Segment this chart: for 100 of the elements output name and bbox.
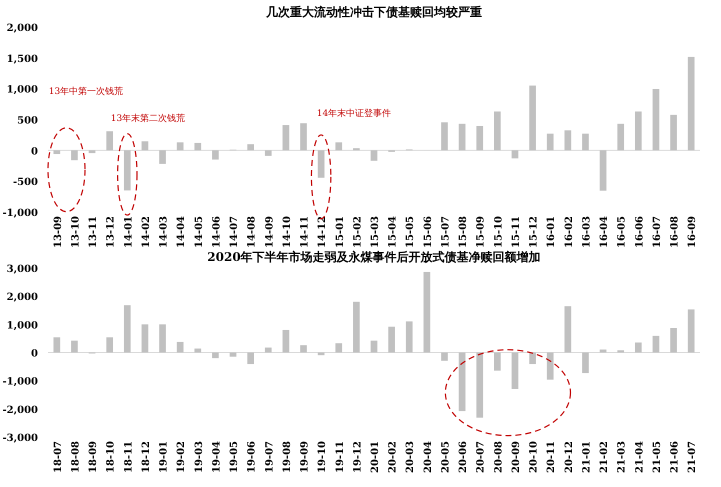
bar bbox=[670, 114, 677, 150]
x-tick-label: 21-04 bbox=[634, 440, 646, 473]
bar bbox=[159, 324, 166, 352]
x-tick-label: 21-06 bbox=[670, 440, 681, 473]
bar bbox=[106, 131, 114, 150]
x-tick-label: 19-12 bbox=[352, 440, 364, 473]
x-tick-label: 14-01 bbox=[123, 216, 134, 248]
bar bbox=[335, 343, 342, 352]
bar bbox=[142, 324, 148, 352]
x-tick-label: 20-08 bbox=[493, 440, 504, 473]
x-tick-label: 14-02 bbox=[140, 216, 152, 248]
x-tick-label: 19-02 bbox=[176, 440, 188, 473]
bar bbox=[300, 345, 307, 352]
bar bbox=[53, 337, 60, 352]
y-tick-label: 500 bbox=[17, 116, 38, 126]
x-tick-label: 13-09 bbox=[52, 216, 64, 248]
y-tick-label: -500 bbox=[12, 177, 38, 188]
x-tick-label: 19-06 bbox=[246, 440, 258, 473]
x-tick-label: 16-09 bbox=[687, 216, 698, 248]
bar bbox=[264, 348, 272, 352]
bar bbox=[600, 350, 606, 352]
bar bbox=[634, 342, 642, 352]
x-tick-label: 16-02 bbox=[564, 216, 575, 248]
x-tick-label: 20-03 bbox=[405, 440, 416, 473]
x-tick-label: 19-09 bbox=[300, 440, 311, 473]
bar bbox=[212, 150, 219, 160]
y-tick-label: -1,000 bbox=[2, 376, 38, 388]
x-tick-label: 15-08 bbox=[458, 216, 470, 248]
x-tick-label: 18-09 bbox=[88, 440, 100, 473]
bar bbox=[634, 111, 642, 150]
x-tick-label: 16-07 bbox=[652, 216, 663, 248]
chart-title: 2020年下半年市场走弱及永煤事件后开放式债基净赎回额增加 bbox=[207, 250, 541, 264]
x-tick-label: 15-12 bbox=[528, 216, 540, 248]
x-tick-label: 20-06 bbox=[458, 440, 470, 473]
x-tick-label: 14-04 bbox=[176, 216, 188, 248]
x-tick-label: 14-06 bbox=[211, 216, 222, 248]
y-tick-label: -1,000 bbox=[2, 208, 38, 219]
x-tick-label: 21-05 bbox=[652, 440, 663, 473]
bar bbox=[282, 125, 290, 150]
x-tick-label: 13-10 bbox=[70, 216, 82, 248]
bar bbox=[106, 337, 114, 352]
x-tick-label: 18-11 bbox=[123, 441, 134, 473]
y-tick-label: 1,000 bbox=[6, 84, 38, 96]
x-tick-label: 15-10 bbox=[493, 216, 504, 248]
bar bbox=[670, 328, 677, 352]
x-tick-label: 19-04 bbox=[211, 440, 222, 473]
y-tick-label: -3,000 bbox=[2, 433, 38, 444]
bar bbox=[617, 124, 624, 150]
x-tick-label: 15-02 bbox=[352, 216, 364, 248]
x-tick-label: 20-02 bbox=[388, 440, 399, 473]
annotation: 14年末中证登事件 bbox=[316, 108, 392, 119]
x-tick-label: 16-01 bbox=[546, 216, 558, 248]
x-tick-label: 13-11 bbox=[88, 216, 100, 248]
x-tick-label: 20-04 bbox=[422, 440, 434, 473]
y-tick-label: 1,000 bbox=[6, 320, 38, 332]
bar bbox=[53, 150, 60, 154]
x-tick-label: 16-08 bbox=[670, 216, 681, 248]
annotation: 13年中第一次钱荒 bbox=[48, 86, 124, 97]
y-tick-label: 3,000 bbox=[6, 264, 38, 275]
bar bbox=[441, 352, 448, 361]
x-tick-label: 20-05 bbox=[440, 440, 452, 473]
bar bbox=[353, 302, 360, 352]
x-tick-label: 18-07 bbox=[52, 440, 64, 473]
bar bbox=[370, 150, 378, 161]
bar bbox=[230, 352, 236, 357]
bar bbox=[494, 111, 501, 150]
x-tick-label: 21-03 bbox=[616, 440, 628, 473]
bar bbox=[247, 352, 254, 364]
x-tick-label: 15-06 bbox=[422, 216, 434, 248]
x-tick-label: 21-01 bbox=[581, 441, 592, 473]
y-tick-label: 1,500 bbox=[6, 54, 38, 65]
x-tick-label: 16-03 bbox=[581, 216, 592, 248]
bar bbox=[529, 352, 536, 364]
x-tick-label: 15-03 bbox=[370, 216, 381, 248]
bar bbox=[300, 123, 307, 150]
bar bbox=[424, 272, 430, 352]
x-tick-label: 14-12 bbox=[317, 216, 328, 248]
x-tick-label: 14-09 bbox=[264, 216, 276, 248]
bar bbox=[71, 150, 78, 160]
x-tick-label: 19-05 bbox=[229, 440, 240, 473]
bar bbox=[71, 340, 78, 352]
bar bbox=[406, 321, 413, 352]
x-tick-label: 20-12 bbox=[564, 440, 575, 473]
bar bbox=[512, 352, 518, 389]
bar bbox=[159, 150, 166, 164]
bar bbox=[264, 150, 272, 156]
x-tick-label: 20-10 bbox=[528, 440, 540, 473]
bar bbox=[88, 150, 96, 154]
bar bbox=[600, 150, 606, 191]
bar bbox=[194, 348, 202, 352]
x-tick-label: 20-01 bbox=[370, 441, 381, 473]
x-tick-label: 14-07 bbox=[229, 216, 240, 248]
bar bbox=[564, 306, 572, 352]
bar bbox=[388, 326, 395, 352]
bar bbox=[335, 142, 342, 150]
x-tick-label: 20-07 bbox=[476, 440, 487, 473]
x-tick-label: 18-10 bbox=[106, 440, 117, 473]
x-tick-label: 15-09 bbox=[476, 216, 487, 248]
y-tick-label: 2,000 bbox=[6, 292, 38, 304]
x-tick-label: 19-10 bbox=[317, 440, 328, 473]
